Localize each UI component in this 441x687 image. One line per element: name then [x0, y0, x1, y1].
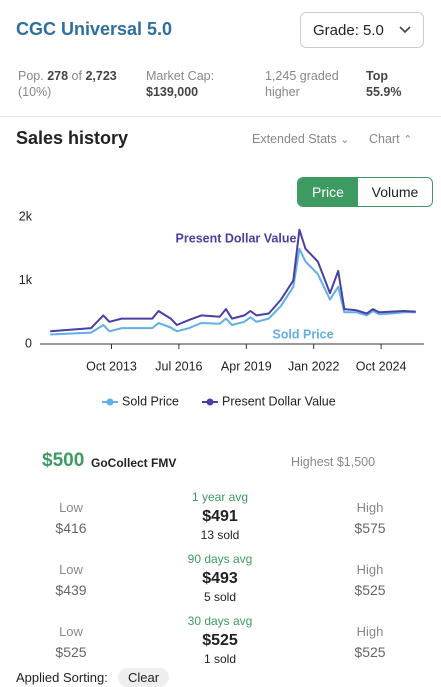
chevron: ⌃ [403, 134, 413, 146]
sold: 13 sold [200, 528, 240, 542]
avg: 30 days avg $525 1 sold [160, 612, 280, 669]
count: 278 [47, 69, 69, 83]
label: High [356, 500, 384, 515]
value: $491 [202, 508, 238, 525]
high: High $525 [310, 560, 430, 600]
sorting-label: Applied Sorting: [16, 670, 108, 685]
y-tick-label: 2k [19, 209, 33, 223]
legend-marker [206, 398, 214, 406]
tabs: Price Volume [297, 177, 433, 207]
value: $525 [354, 644, 386, 660]
value: $493 [202, 570, 238, 587]
value: $139,000 [146, 85, 199, 99]
legend-label: Sold Price [122, 394, 179, 408]
high: High $525 [310, 622, 430, 662]
label: Extended Stats [252, 132, 337, 146]
total: 2,723 [85, 69, 117, 83]
high: High $575 [310, 498, 430, 538]
tab-volume[interactable]: Volume [371, 184, 419, 200]
value: $525 [354, 582, 386, 598]
label: High [356, 624, 384, 639]
label: Market Cap: [146, 69, 215, 83]
value: $575 [354, 520, 386, 536]
x-tick-label: Jan 2022 [288, 359, 339, 373]
chevron: ⌄ [340, 134, 350, 146]
period: 30 days avg [187, 614, 253, 628]
value: $439 [55, 582, 87, 598]
y-tick-label: 0 [25, 336, 32, 350]
population: Pop. 278 of 2,723 (10%) [18, 68, 117, 100]
label: Low [59, 562, 83, 577]
sold: 5 sold [203, 590, 237, 604]
divider [0, 116, 441, 117]
sold: 1 sold [203, 652, 237, 666]
value: $525 [55, 644, 87, 660]
label: Chart [369, 132, 400, 146]
grade-text: Grade: 5.0 [313, 22, 384, 39]
graded-higher: 1,245 graded higher [265, 69, 339, 99]
fmv-label: GoCollect FMV [91, 456, 177, 470]
label: Top [366, 69, 388, 83]
legend-label: Present Dollar Value [222, 394, 336, 408]
y-tick-label: 1k [19, 273, 33, 287]
top: Top 55.9% [366, 68, 401, 100]
x-tick-label: Oct 2024 [356, 359, 407, 373]
market-cap: Market Cap: $139,000 [146, 68, 214, 100]
chevron [399, 26, 411, 34]
stat-row: Low $525 30 days avg $525 1 sold High $525 [0, 612, 441, 674]
low: Low $439 [11, 560, 131, 600]
x-tick-label: Apr 2019 [221, 359, 272, 373]
text: of [71, 69, 82, 83]
label: Pop. [18, 69, 44, 83]
label: Low [59, 500, 83, 515]
highest: Highest $1,500 [291, 455, 376, 469]
avg: 1 year avg $491 13 sold [160, 488, 280, 545]
label: Low [59, 624, 83, 639]
chart: 0 1k 2k Oct 2013 Jul 2016 Apr 2019 Jan 2022 Oct… [19, 209, 424, 408]
low: Low $525 [11, 622, 131, 662]
value: $525 [202, 632, 238, 649]
stat-row: Low $416 1 year avg $491 13 sold High $575 [0, 488, 441, 550]
period: 1 year avg [191, 490, 249, 504]
line [50, 228, 416, 333]
value: 55.9% [366, 85, 402, 99]
section-title: Sales history [16, 128, 129, 148]
clear-button[interactable]: Clear [118, 668, 170, 687]
stat-row: Low $439 90 days avg $493 5 sold High $525 [0, 550, 441, 612]
fmv-value: $500 [42, 450, 85, 471]
period: 90 days avg [187, 552, 253, 566]
value: $416 [55, 520, 87, 536]
label: High [356, 562, 384, 577]
avg: 90 days avg $493 5 sold [160, 550, 280, 607]
annotation: Present Dollar Value [176, 231, 297, 245]
pct: (10%) [18, 85, 52, 99]
chart-toggle[interactable]: Chart ⌃ [369, 132, 412, 146]
title: CGC Universal 5.0 [16, 19, 173, 39]
x-tick-label: Jul 2016 [155, 359, 202, 373]
tab-price[interactable]: Price [298, 178, 358, 206]
legend-marker [106, 398, 114, 406]
grade-select[interactable]: Grade: 5.0 [300, 12, 424, 48]
line [50, 247, 416, 336]
x-tick-label: Oct 2013 [86, 359, 137, 373]
extended-stats[interactable]: Extended Stats ⌄ [252, 132, 349, 146]
low: Low $416 [11, 498, 131, 538]
annotation: Sold Price [272, 327, 333, 341]
